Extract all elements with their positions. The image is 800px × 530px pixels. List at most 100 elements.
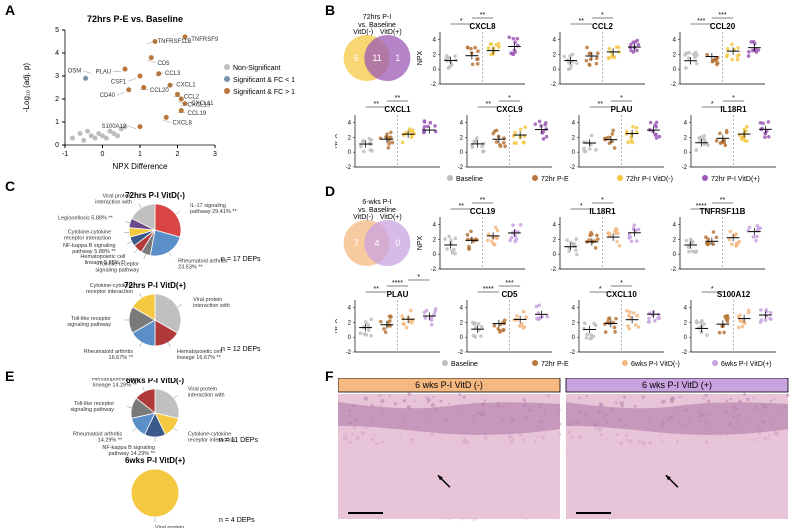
svg-text:0: 0	[460, 335, 464, 341]
svg-text:**: **	[720, 197, 726, 204]
svg-text:**: **	[374, 101, 380, 108]
svg-text:Viral protein: Viral protein	[155, 525, 184, 528]
svg-text:receptor interaction: receptor interaction	[64, 236, 111, 242]
svg-text:-1: -1	[62, 151, 68, 158]
panel-b: 72hrs P-Ivs. BaselineVitD(-)VitD(+)6111C…	[335, 10, 795, 185]
svg-text:2: 2	[572, 135, 576, 141]
svg-text:TNFRSF9: TNFRSF9	[191, 37, 219, 43]
svg-text:3: 3	[55, 73, 59, 80]
svg-text:S100A12: S100A12	[717, 290, 751, 299]
svg-text:2: 2	[572, 320, 576, 326]
svg-text:0: 0	[572, 335, 576, 341]
svg-text:lineage 5.88% **: lineage 5.88% **	[85, 260, 127, 266]
svg-text:Non-Significant: Non-Significant	[233, 65, 281, 72]
svg-text:NPX Difference: NPX Difference	[113, 162, 169, 171]
svg-text:2: 2	[553, 237, 557, 243]
svg-text:6: 6	[354, 53, 359, 63]
svg-text:2: 2	[433, 237, 437, 243]
svg-text:NPX: NPX	[417, 50, 424, 65]
panel-e: 6wks P-I VitD(-)Viral proteininteraction…	[15, 378, 325, 528]
svg-text:*: *	[601, 197, 604, 204]
svg-text:16.67% **: 16.67% **	[109, 355, 134, 361]
svg-text:0: 0	[101, 151, 105, 158]
svg-text:CXCL8: CXCL8	[173, 121, 193, 127]
svg-text:CCL2: CCL2	[184, 95, 200, 101]
svg-text:*: *	[599, 286, 602, 293]
svg-text:4: 4	[433, 37, 437, 43]
svg-text:0: 0	[55, 142, 59, 149]
svg-text:Legionellosis 5.88% **: Legionellosis 5.88% **	[58, 216, 114, 222]
svg-text:*: *	[601, 12, 604, 19]
svg-text:*: *	[711, 286, 714, 293]
svg-text:1: 1	[55, 119, 59, 126]
panel-c: 72hrs P-I VitD(-)IL-17 signalingpathway …	[15, 190, 325, 365]
svg-text:-2: -2	[671, 267, 677, 273]
svg-text:*: *	[711, 101, 714, 108]
svg-text:****: ****	[483, 286, 494, 293]
svg-text:NPX: NPX	[335, 133, 339, 148]
svg-text:2: 2	[673, 237, 677, 243]
svg-text:IL18R1: IL18R1	[589, 207, 616, 216]
svg-text:0: 0	[673, 252, 677, 258]
svg-text:4: 4	[433, 222, 437, 228]
svg-text:-2: -2	[458, 165, 464, 171]
svg-text:CXCL1: CXCL1	[384, 105, 411, 114]
svg-text:4: 4	[348, 305, 352, 311]
svg-text:4: 4	[460, 120, 464, 126]
svg-text:-2: -2	[682, 165, 688, 171]
svg-text:*: *	[620, 95, 623, 102]
svg-text:*: *	[460, 18, 463, 25]
svg-text:**: **	[395, 95, 401, 102]
svg-text:**: **	[480, 197, 486, 204]
svg-text:CCL3: CCL3	[165, 71, 181, 77]
svg-text:*: *	[508, 95, 511, 102]
svg-text:CCL19: CCL19	[188, 111, 207, 117]
svg-text:n = 12 DEPs: n = 12 DEPs	[221, 346, 261, 353]
svg-text:-2: -2	[346, 350, 352, 356]
svg-text:0: 0	[433, 252, 437, 258]
svg-text:***: ***	[505, 280, 513, 287]
svg-text:CD5: CD5	[501, 290, 518, 299]
svg-text:Baseline: Baseline	[456, 176, 483, 183]
svg-text:0: 0	[572, 150, 576, 156]
panel-d: 6-wks P-Ivs. BaselineVitD(-)VitD(+)740CC…	[335, 195, 795, 370]
svg-text:CXCL1: CXCL1	[176, 83, 196, 89]
histology-images: 6 wks P-I VitD (-)6 wks P-I VitD (+)	[338, 378, 793, 526]
svg-text:NPX: NPX	[417, 235, 424, 250]
svg-text:*: *	[732, 95, 735, 102]
svg-text:-2: -2	[671, 82, 677, 88]
svg-text:n = 4 DEPs: n = 4 DEPs	[219, 517, 255, 524]
svg-text:23.53% **: 23.53% **	[178, 264, 203, 270]
svg-text:Significant & FC > 1: Significant & FC > 1	[233, 89, 295, 96]
svg-text:interaction with: interaction with	[188, 393, 225, 399]
svg-text:2: 2	[553, 52, 557, 58]
svg-text:Significant & FC < 1: Significant & FC < 1	[233, 77, 295, 84]
svg-text:CXCL11: CXCL11	[191, 101, 214, 107]
svg-text:vs. Baseline: vs. Baseline	[358, 22, 396, 29]
svg-text:CD40: CD40	[100, 93, 116, 99]
svg-text:0: 0	[553, 252, 557, 258]
svg-text:**: **	[486, 101, 492, 108]
svg-text:0: 0	[460, 150, 464, 156]
panel-b-svg: 72hrs P-Ivs. BaselineVitD(-)VitD(+)6111C…	[335, 10, 795, 185]
svg-text:Baseline: Baseline	[451, 361, 478, 368]
svg-text:4: 4	[673, 37, 677, 43]
panel-label-a: A	[5, 2, 15, 18]
svg-text:6wks P-I VitD(+): 6wks P-I VitD(+)	[125, 456, 185, 465]
svg-text:2: 2	[348, 135, 352, 141]
svg-text:2: 2	[433, 52, 437, 58]
svg-text:4: 4	[55, 50, 59, 57]
panel-label-f: F	[325, 368, 334, 384]
svg-text:*: *	[417, 274, 420, 281]
svg-text:**: **	[459, 203, 465, 210]
svg-text:6wks P-I VitD(+): 6wks P-I VitD(+)	[721, 361, 772, 368]
panel-d-svg: 6-wks P-Ivs. BaselineVitD(-)VitD(+)740CC…	[335, 195, 795, 370]
svg-text:OSM: OSM	[68, 69, 82, 75]
svg-text:4: 4	[553, 222, 557, 228]
svg-text:72hr P-I VitD(-): 72hr P-I VitD(-)	[626, 176, 673, 183]
panel-a-title: 72hrs P-E vs. Baseline	[87, 14, 183, 24]
svg-text:VitD(-): VitD(-)	[353, 29, 373, 36]
svg-text:S100A12: S100A12	[102, 124, 127, 130]
svg-text:**: **	[579, 18, 585, 25]
svg-text:interaction with: interaction with	[193, 303, 230, 309]
